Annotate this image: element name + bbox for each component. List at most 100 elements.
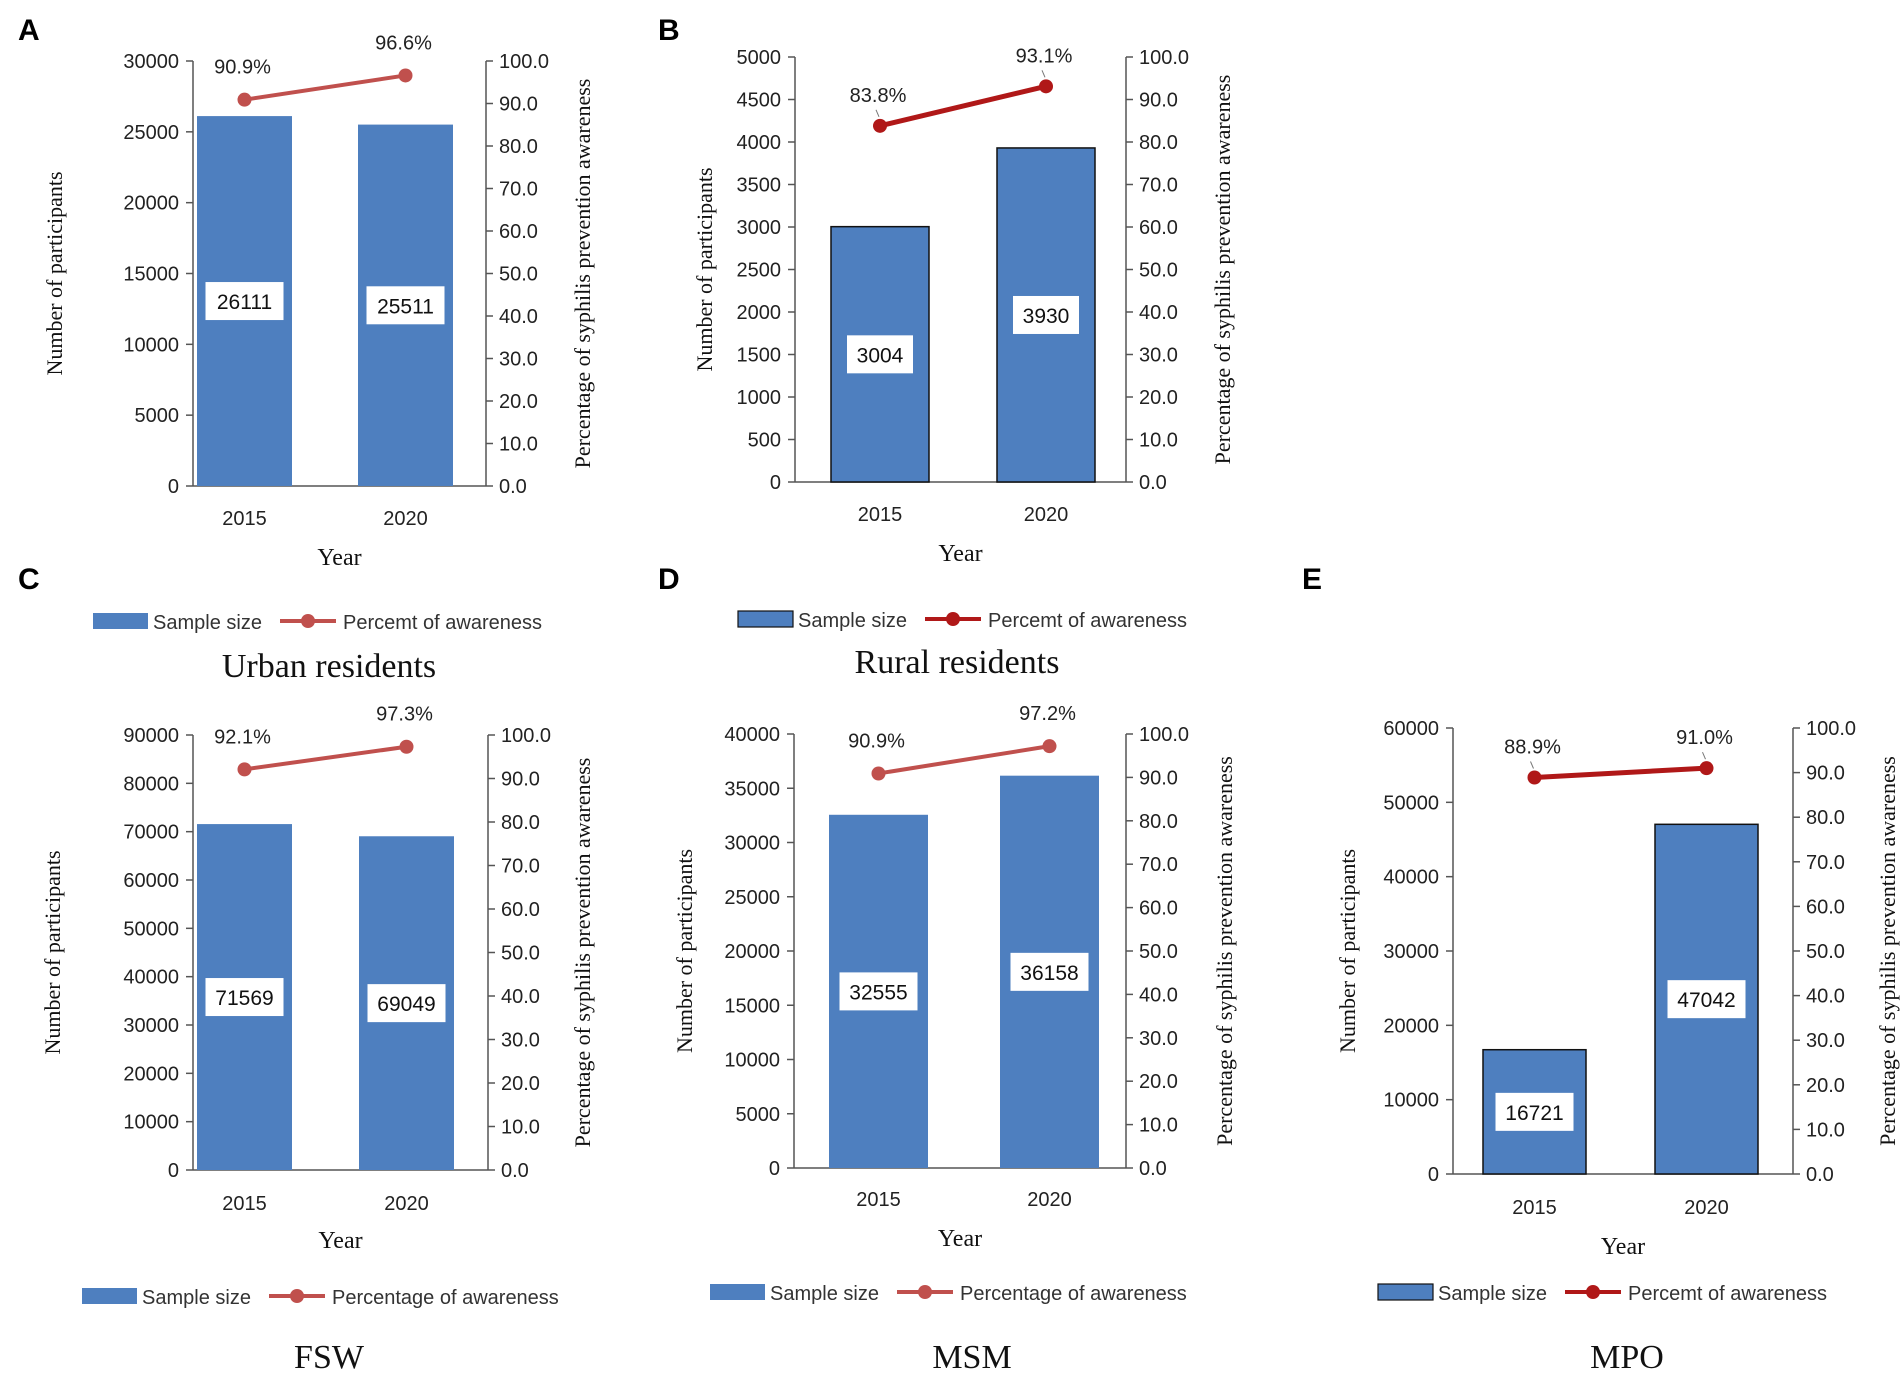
awareness-point-label: 92.1% (214, 726, 271, 748)
bar-value-label: 36158 (1020, 962, 1078, 985)
awareness-point (237, 762, 252, 777)
y-tick-label-right: 80.0 (501, 812, 540, 834)
bar-value-label-box (839, 972, 918, 1011)
y-tick-label-left: 80000 (123, 773, 179, 795)
y-tick-label-right: 10.0 (1806, 1119, 1845, 1141)
y-tick-label-left: 20000 (724, 941, 780, 963)
y-tick-label-left: 30000 (1383, 941, 1439, 963)
y-tick-label-right: 10.0 (1139, 1115, 1178, 1137)
bar-value-label: 71569 (215, 987, 273, 1010)
y-tick-label-left: 500 (748, 430, 781, 452)
y-tick-label-right: 30.0 (1806, 1030, 1845, 1052)
bar-value-label-box (205, 978, 284, 1017)
y-tick-label-left: 4000 (737, 132, 782, 154)
legend-line-label: Percemt of awareness (343, 612, 542, 634)
y-tick-label-right: 90.0 (499, 94, 538, 116)
y-tick-label-left: 60000 (123, 870, 179, 892)
awareness-leader-line (875, 109, 880, 118)
y-tick-label-right: 20.0 (1139, 1071, 1178, 1093)
panel-letter: E (1302, 563, 1322, 596)
x-tick-label: 2015 (856, 1189, 901, 1211)
y-tick-label-right: 90.0 (501, 769, 540, 791)
y-tick-label-right: 60.0 (501, 899, 540, 921)
y-tick-label-right: 90.0 (1139, 90, 1178, 112)
y-tick-label-right: 20.0 (1806, 1075, 1845, 1097)
y-tick-label-right: 40.0 (1139, 984, 1178, 1006)
y-tick-label-right: 30.0 (1139, 1028, 1178, 1050)
y-tick-label-right: 0.0 (1806, 1164, 1834, 1186)
y-axis-title-left: Number of participants (692, 167, 717, 371)
awareness-point-label: 97.2% (1019, 703, 1076, 725)
legend-line-marker (946, 612, 960, 626)
y-tick-label-left: 10000 (123, 1112, 179, 1134)
legend-line-label: Percemt of awareness (988, 610, 1187, 632)
y-axis-title-right: Percentage of syphilis prevention awaren… (1212, 756, 1237, 1146)
y-tick-label-left: 0 (770, 472, 781, 494)
y-tick-label-right: 80.0 (1806, 807, 1845, 829)
y-tick-label-right: 20.0 (1139, 387, 1178, 409)
panel-title: Rural residents (855, 644, 1060, 681)
y-tick-label-right: 40.0 (1139, 302, 1178, 324)
y-tick-label-right: 90.0 (1806, 763, 1845, 785)
bar-value-label-box (1495, 1092, 1574, 1131)
y-tick-label-right: 20.0 (501, 1073, 540, 1095)
y-tick-label-left: 0 (1428, 1164, 1439, 1186)
y-tick-label-left: 30000 (123, 51, 179, 73)
y-tick-label-left: 0 (168, 1160, 179, 1182)
y-tick-label-right: 80.0 (499, 136, 538, 158)
awareness-line (1534, 765, 1707, 781)
y-tick-label-left: 20000 (123, 1063, 179, 1085)
awareness-point (398, 68, 413, 83)
y-tick-label-left: 4500 (737, 90, 782, 112)
y-tick-label-left: 30000 (724, 833, 780, 855)
y-tick-label-left: 30000 (123, 1015, 179, 1037)
awareness-point-label: 90.9% (848, 730, 905, 752)
awareness-point (237, 92, 252, 107)
legend-bar-label: Sample size (142, 1287, 251, 1309)
y-tick-label-left: 50000 (1383, 792, 1439, 814)
x-tick-label: 2020 (1024, 504, 1069, 526)
bar-value-label: 3004 (857, 344, 904, 367)
y-tick-label-right: 0.0 (1139, 1158, 1167, 1180)
awareness-leader-line (1041, 70, 1046, 78)
y-tick-label-left: 20000 (1383, 1015, 1439, 1037)
y-tick-label-right: 40.0 (1806, 986, 1845, 1008)
awareness-point (1039, 79, 1053, 94)
y-axis-title-left: Number of participants (672, 849, 697, 1053)
bar-value-label-box (205, 282, 284, 321)
y-tick-label-right: 60.0 (499, 221, 538, 243)
y-tick-label-right: 20.0 (499, 391, 538, 413)
panel-title: MPO (1590, 1339, 1664, 1376)
y-tick-label-left: 50000 (123, 918, 179, 940)
y-tick-label-left: 0 (168, 476, 179, 498)
y-tick-label-left: 5000 (737, 47, 782, 69)
y-tick-label-right: 70.0 (499, 179, 538, 201)
legend-bar-label: Sample size (770, 1283, 879, 1305)
y-tick-label-left: 35000 (724, 778, 780, 800)
y-tick-label-right: 40.0 (499, 306, 538, 328)
y-tick-label-right: 60.0 (1139, 217, 1178, 239)
awareness-point-label: 88.9% (1504, 737, 1561, 759)
y-tick-label-right: 50.0 (1806, 941, 1845, 963)
awareness-point-label: 96.6% (375, 32, 432, 54)
bar-value-label: 47042 (1677, 989, 1735, 1012)
y-tick-label-left: 25000 (123, 122, 179, 144)
y-tick-label-right: 70.0 (1139, 175, 1178, 197)
y-tick-label-left: 1500 (737, 345, 782, 367)
y-tick-label-left: 5000 (736, 1104, 781, 1126)
x-tick-label: 2015 (222, 508, 267, 530)
y-tick-label-right: 50.0 (499, 264, 538, 286)
legend-line-marker (290, 1289, 304, 1303)
y-tick-label-right: 100.0 (1139, 47, 1189, 69)
y-tick-label-left: 20000 (123, 193, 179, 215)
y-tick-label-right: 0.0 (501, 1160, 529, 1182)
bar-value-label-box (1010, 952, 1089, 991)
y-tick-label-right: 80.0 (1139, 132, 1178, 154)
y-tick-label-right: 50.0 (501, 943, 540, 965)
legend-line-label: Percentage of awareness (960, 1283, 1187, 1305)
x-tick-label: 2015 (1512, 1197, 1557, 1219)
x-axis-title: Year (317, 545, 361, 571)
bar-value-label-box (1667, 980, 1746, 1019)
x-tick-label: 2015 (858, 504, 903, 526)
